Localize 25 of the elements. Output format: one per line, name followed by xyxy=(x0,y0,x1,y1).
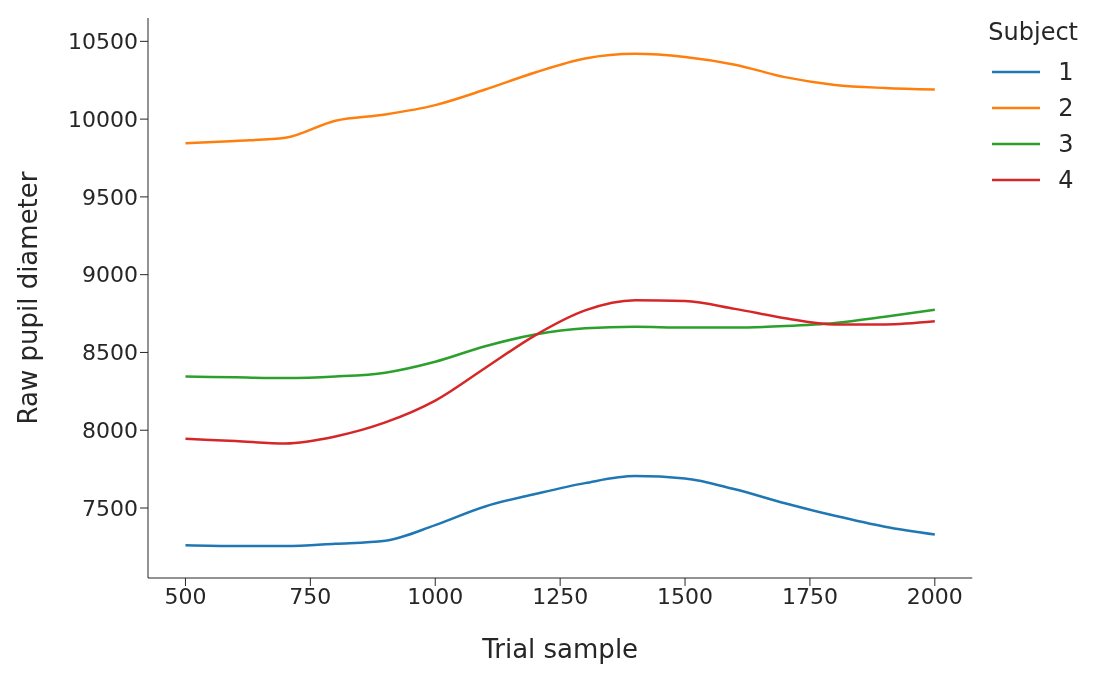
y-tick-label: 10000 xyxy=(68,106,138,132)
y-tick-label: 10500 xyxy=(68,29,138,55)
y-tick-label: 9500 xyxy=(82,184,138,210)
y-tick-label: 9000 xyxy=(82,262,138,288)
x-tick-label: 2000 xyxy=(906,583,963,609)
legend-title: Subject xyxy=(988,18,1078,46)
legend-label: 1 xyxy=(1058,58,1074,86)
y-tick-label: 7500 xyxy=(82,495,138,521)
legend-label: 4 xyxy=(1058,166,1074,194)
line-series xyxy=(184,299,937,445)
x-tick-label: 1750 xyxy=(781,583,838,609)
x-tick-label: 1250 xyxy=(532,583,589,609)
x-tick-label: 500 xyxy=(164,583,207,609)
y-axis-title: Raw pupil diameter xyxy=(13,171,44,425)
x-axis-title: Trial sample xyxy=(481,634,639,664)
x-tick-label: 1000 xyxy=(407,583,464,609)
y-tick-label: 8000 xyxy=(82,418,138,444)
line-series xyxy=(184,474,937,548)
line-series xyxy=(184,308,937,380)
line-series xyxy=(184,52,937,145)
legend-label: 2 xyxy=(1058,94,1074,122)
y-tick-label: 8500 xyxy=(82,340,138,366)
legend-label: 3 xyxy=(1058,130,1074,158)
x-tick-label: 750 xyxy=(289,583,332,609)
x-tick-label: 1500 xyxy=(657,583,714,609)
